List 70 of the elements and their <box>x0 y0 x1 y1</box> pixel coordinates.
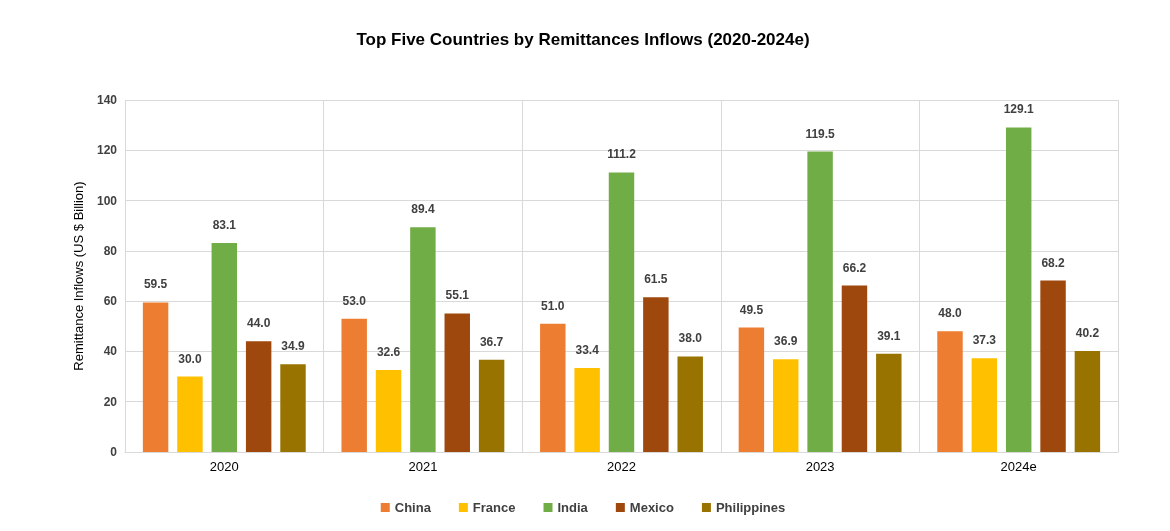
legend-label: India <box>557 500 589 515</box>
bar <box>643 297 669 452</box>
data-label: 49.5 <box>739 302 764 317</box>
y-tick-label: 20 <box>103 394 118 409</box>
data-label: 53.0 <box>342 293 367 308</box>
data-label: 119.5 <box>805 126 836 141</box>
legend-label: Mexico <box>629 500 674 515</box>
data-label: 36.9 <box>774 334 798 349</box>
x-tick-label: 2020 <box>209 459 239 474</box>
bar <box>280 364 306 452</box>
legend-label: France <box>472 500 516 515</box>
bar <box>177 376 203 452</box>
x-tick-label: 2023 <box>805 459 835 474</box>
data-label: 44.0 <box>246 316 271 331</box>
data-label: 129.1 <box>1003 102 1035 117</box>
x-tick-label: 2024e <box>1000 459 1037 474</box>
bar <box>478 359 505 452</box>
data-label: 55.1 <box>445 288 470 303</box>
bar <box>444 313 470 452</box>
bar <box>540 323 566 452</box>
data-label: 66.2 <box>842 260 867 275</box>
y-tick-label: 40 <box>103 344 118 359</box>
data-label: 51.0 <box>541 298 565 313</box>
bar <box>1040 280 1066 452</box>
bar <box>876 353 902 452</box>
data-label: 89.4 <box>411 202 435 217</box>
data-label: 38.0 <box>678 331 703 346</box>
data-label: 83.1 <box>212 218 237 233</box>
chart-title: Top Five Countries by Remittances Inflows (2020-2024e) <box>356 30 810 49</box>
data-label: 39.1 <box>877 328 901 343</box>
bar <box>1074 350 1101 452</box>
data-label: 48.0 <box>938 306 962 321</box>
bar <box>608 172 635 452</box>
y-tick-label: 100 <box>96 193 118 208</box>
y-tick-label: 120 <box>96 143 118 158</box>
bar <box>245 341 272 452</box>
data-label: 111.2 <box>607 147 637 162</box>
bar <box>142 302 169 452</box>
bar <box>574 368 600 452</box>
data-label: 34.9 <box>281 339 306 354</box>
bar <box>971 358 998 452</box>
legend-label: Philippines <box>715 500 786 515</box>
data-label: 40.2 <box>1075 325 1100 340</box>
legend-label: China <box>394 500 432 515</box>
x-tick-label: 2022 <box>607 459 636 474</box>
bar <box>410 227 436 452</box>
bar <box>211 243 238 452</box>
bar <box>1005 127 1032 452</box>
y-tick-label: 140 <box>96 93 118 107</box>
bar <box>841 285 868 452</box>
y-tick-label: 80 <box>103 243 118 258</box>
bar <box>773 359 799 452</box>
bar <box>375 370 402 452</box>
data-label: 32.6 <box>376 345 401 360</box>
data-label: 36.7 <box>479 334 504 349</box>
data-label: 68.2 <box>1041 255 1066 270</box>
bar <box>341 318 367 452</box>
data-label: 33.4 <box>575 343 600 358</box>
data-label: 59.5 <box>143 277 168 292</box>
x-tick-label: 2021 <box>408 459 438 474</box>
bar <box>677 356 703 452</box>
data-label: 30.0 <box>178 351 202 366</box>
y-axis-title: Remittance Inflows (US $ Billion) <box>71 181 86 371</box>
bar <box>738 327 765 452</box>
y-tick-label: 60 <box>103 294 118 309</box>
data-label: 61.5 <box>644 272 668 287</box>
y-tick-label: 0 <box>110 445 118 459</box>
data-label: 37.3 <box>972 333 997 348</box>
bar <box>937 331 963 452</box>
bar <box>807 151 833 452</box>
